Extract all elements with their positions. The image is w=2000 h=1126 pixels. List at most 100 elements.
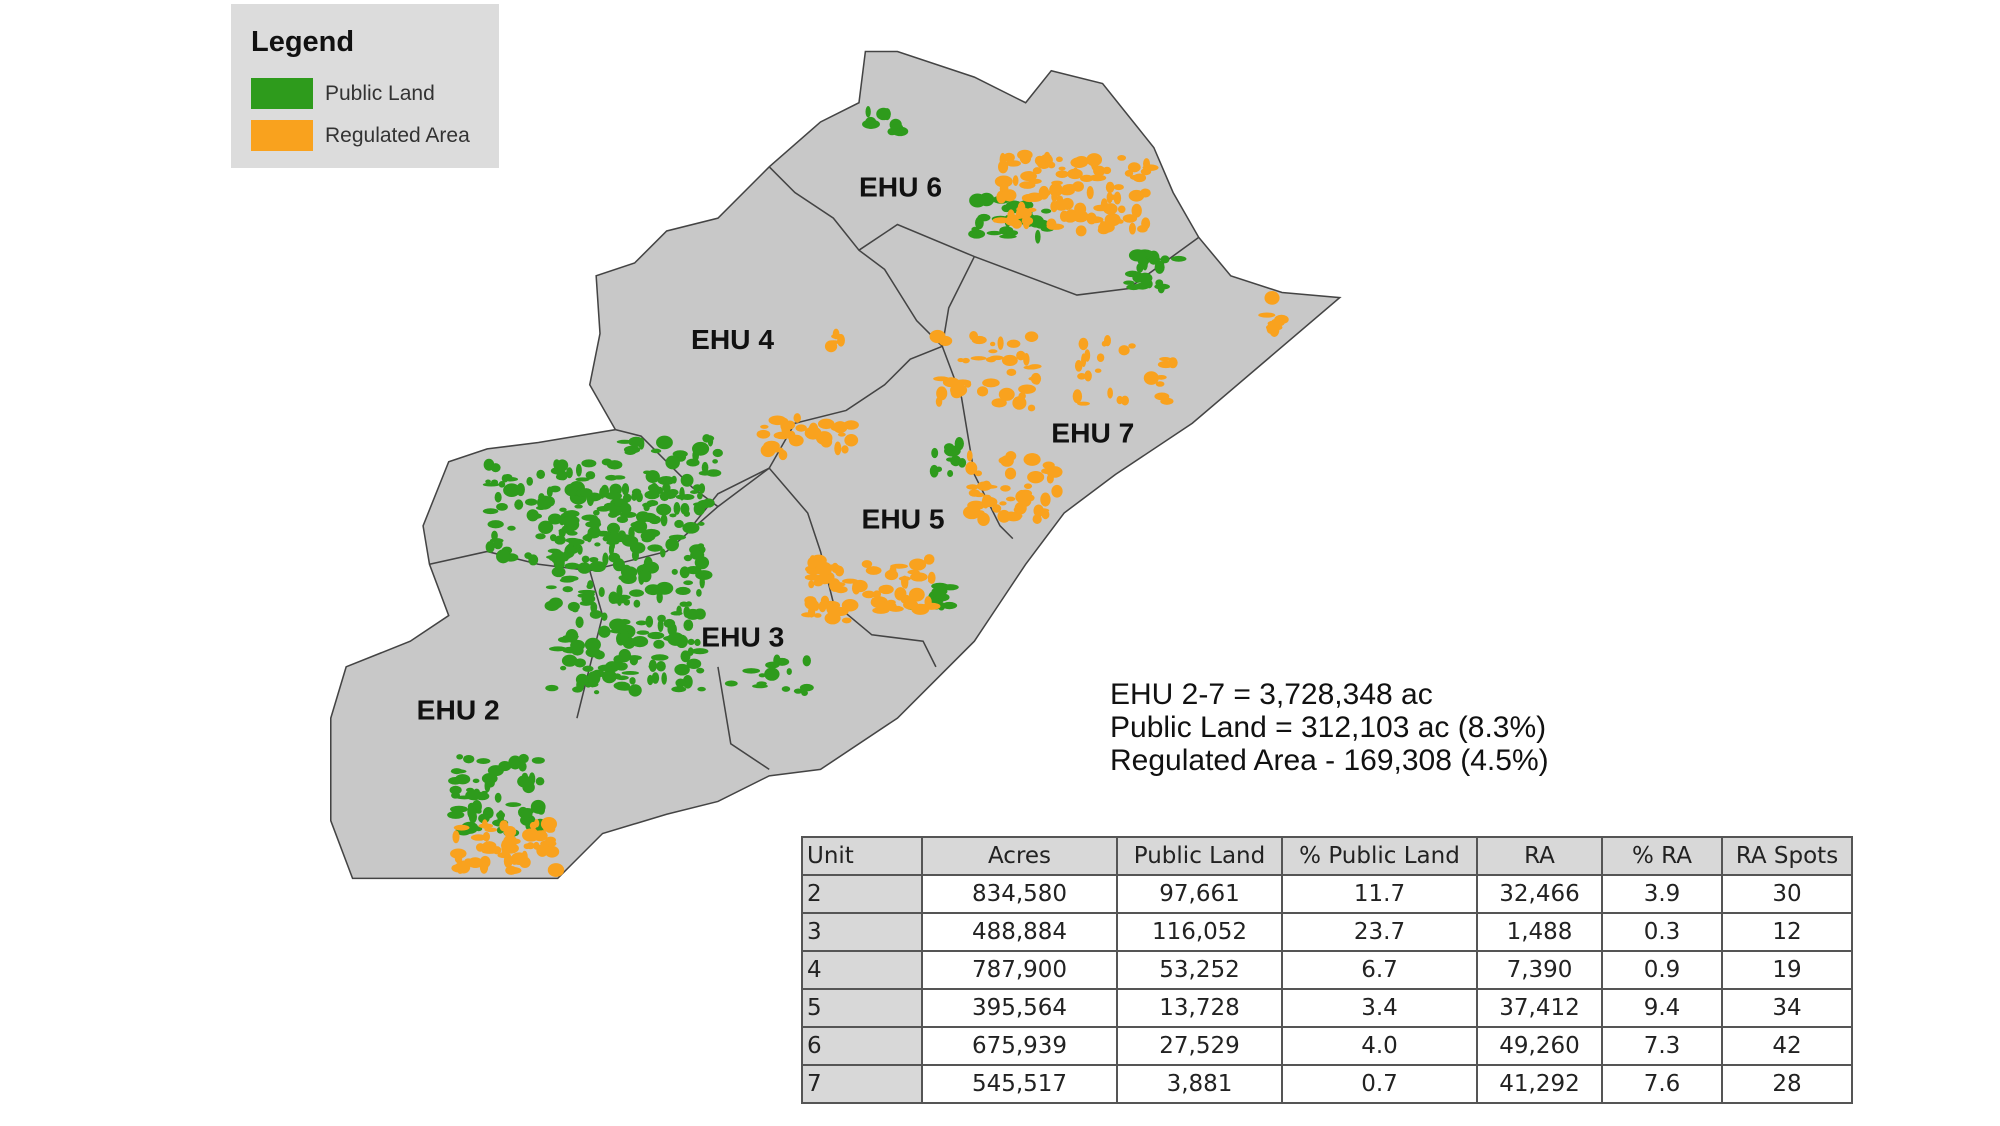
public-land-patch xyxy=(801,690,808,696)
public-land-patch xyxy=(581,555,590,563)
regulated-area-patch xyxy=(1072,389,1083,404)
regulated-area-patch xyxy=(923,554,935,565)
regulated-area-patch xyxy=(966,450,973,462)
public-land-patch xyxy=(494,491,502,503)
public-land-patch xyxy=(742,668,761,674)
public-land-patch xyxy=(1010,205,1017,211)
public-land-patch xyxy=(935,593,950,602)
public-land-patch xyxy=(467,805,474,819)
legend-label: Public Land xyxy=(325,81,435,105)
regulated-area-patch xyxy=(1028,376,1038,381)
regulated-area-patch xyxy=(511,856,519,865)
regulated-area-patch xyxy=(1038,185,1050,200)
public-land-patch xyxy=(656,591,663,604)
public-land-patch xyxy=(556,459,569,472)
public-land-patch xyxy=(623,445,641,454)
public-land-patch xyxy=(564,483,580,497)
regulated-area-patch xyxy=(1155,381,1165,387)
regulated-area-patch xyxy=(970,356,987,361)
regulated-area-patch xyxy=(808,580,815,589)
public-land-patch xyxy=(647,544,663,552)
public-land-patch xyxy=(545,684,559,692)
legend-item-regulated-area: Regulated Area xyxy=(251,120,470,151)
public-land-patch xyxy=(545,585,557,590)
public-land-patch xyxy=(628,436,645,447)
summary-total: EHU 2-7 = 3,728,348 ac xyxy=(1110,678,1433,711)
table-cell: 3.9 xyxy=(1601,874,1723,914)
public-land-patch xyxy=(545,496,555,507)
regulated-area-patch xyxy=(1006,339,1021,348)
regulated-area-patch xyxy=(924,596,932,608)
regulated-area-patch xyxy=(889,565,897,579)
regulated-area-patch xyxy=(1001,354,1018,366)
regulated-area-patch xyxy=(1128,222,1136,235)
public-land-patch xyxy=(561,525,569,534)
public-land-patch xyxy=(651,654,669,661)
public-land-patch xyxy=(683,554,693,562)
public-land-patch xyxy=(663,618,676,628)
regulated-area-patch xyxy=(457,868,463,874)
regulated-area-patch xyxy=(1062,184,1078,191)
public-land-patch xyxy=(582,665,594,672)
regulated-area-patch xyxy=(977,512,990,527)
regulated-area-patch xyxy=(817,418,835,430)
table-cell: 834,580 xyxy=(921,874,1118,914)
public-land-patch xyxy=(864,116,877,129)
public-land-patch xyxy=(618,619,631,625)
public-land-patch xyxy=(463,754,475,764)
public-land-patch xyxy=(608,543,615,556)
public-land-patch xyxy=(931,447,939,459)
regulated-area-patch xyxy=(817,573,832,585)
public-land-patch xyxy=(538,520,554,534)
public-land-patch xyxy=(577,589,596,594)
regulated-area-patch xyxy=(454,853,463,864)
public-land-patch xyxy=(536,469,546,480)
regulated-area-patch xyxy=(521,850,528,863)
regulated-area-patch xyxy=(992,504,1002,513)
regulated-area-patch xyxy=(1006,160,1021,167)
regulated-area-patch xyxy=(1107,194,1117,201)
public-land-patch xyxy=(653,639,665,649)
table-cell: 1,488 xyxy=(1476,912,1603,952)
regulated-area-patch xyxy=(760,424,769,429)
table-cell: 7.6 xyxy=(1601,1064,1723,1104)
table-cell: 23.7 xyxy=(1281,912,1478,952)
public-land-patch xyxy=(544,600,560,612)
label-ehu-7: EHU 7 xyxy=(1051,416,1134,448)
public-land-patch xyxy=(516,482,525,497)
public-land-patch xyxy=(496,503,508,511)
public-land-patch xyxy=(636,630,650,635)
regulated-area-patch xyxy=(1035,508,1050,513)
public-land-patch xyxy=(692,449,700,462)
regulated-area-patch xyxy=(1074,360,1083,372)
regulated-area-patch xyxy=(1003,152,1015,163)
public-land-patch xyxy=(1170,255,1187,262)
column-header: Unit xyxy=(801,836,923,876)
table-cell: 11.7 xyxy=(1281,874,1478,914)
land-patches xyxy=(447,106,1289,877)
table-cell: 6 xyxy=(801,1026,923,1066)
table-cell: 19 xyxy=(1721,950,1853,990)
regulated-area-patch xyxy=(547,863,565,877)
regulated-area-patch xyxy=(1016,350,1026,361)
regulated-area-patch xyxy=(973,492,985,498)
public-land-patch xyxy=(647,484,660,492)
public-land-patch xyxy=(607,511,618,518)
legend-item-public-land: Public Land xyxy=(251,78,435,109)
label-ehu-5: EHU 5 xyxy=(862,502,945,534)
map-legend: Legend Public Land Regulated Area xyxy=(231,4,499,168)
public-land-patch xyxy=(608,591,619,604)
table-cell: 675,939 xyxy=(921,1026,1118,1066)
public-land-patch xyxy=(482,508,499,515)
public-land-patch xyxy=(1124,270,1140,278)
regulated-area-patch xyxy=(1005,496,1016,502)
public-land-patch xyxy=(656,435,673,450)
public-land-patch xyxy=(475,808,482,814)
regulated-area-patch xyxy=(989,341,996,347)
regulated-area-patch xyxy=(1104,213,1121,227)
public-land-patch xyxy=(570,639,585,651)
table-cell: 7.3 xyxy=(1601,1026,1723,1066)
table-row: 7 545,517 3,881 0.7 41,292 7.6 28 xyxy=(801,1064,1853,1104)
regulated-area-patch xyxy=(1097,205,1116,211)
regulated-area-patch xyxy=(801,612,816,618)
